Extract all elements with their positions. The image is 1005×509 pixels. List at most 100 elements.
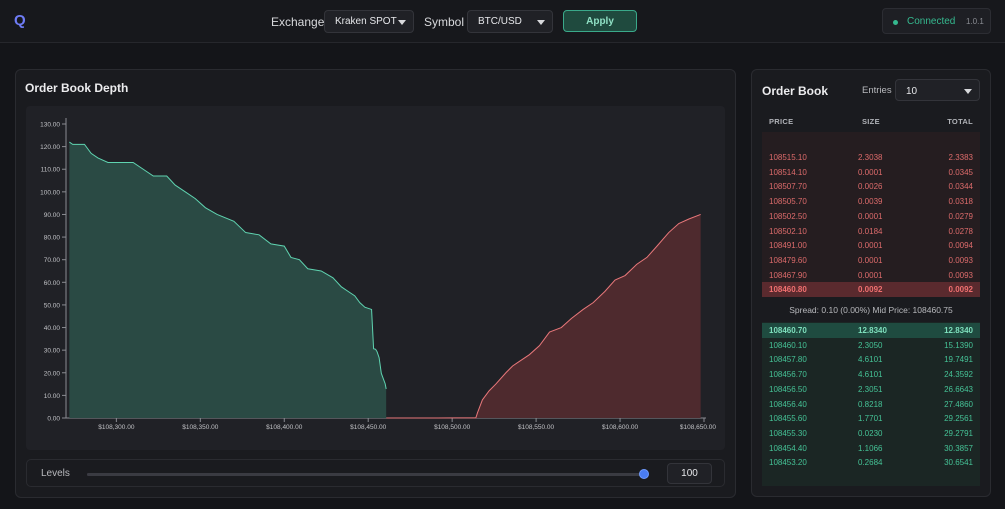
ask-row[interactable]: 108460.80 0.0092 0.0092 [762, 282, 980, 297]
levels-value-input[interactable]: 100 [667, 463, 712, 484]
depth-chart-svg: 0.00 10.00 20.00 30.00 40.00 50.00 60.00 70.00 8… [40, 118, 717, 431]
entries-select[interactable]: 10 [895, 79, 980, 101]
y-tick-label: 110.00 [41, 167, 61, 174]
ask-row[interactable]: 108479.60 0.0001 0.0093 [762, 253, 980, 268]
y-tick-label: 80.00 [44, 235, 61, 242]
ask-row[interactable]: 108502.50 0.0001 0.0279 [762, 209, 980, 224]
status-dot-icon [893, 20, 898, 25]
x-tick-label: $108,650.00 [680, 424, 717, 431]
top-bar: Q Exchange Kraken SPOT Symbol BTC/USD Ap… [0, 0, 1005, 43]
size-cell: 4.6101 [858, 370, 883, 380]
price-cell: 108460.70 [769, 326, 807, 335]
total-cell: 24.3592 [944, 370, 973, 380]
total-cell: 0.0093 [948, 270, 973, 280]
price-cell: 108502.50 [769, 211, 807, 221]
ask-row[interactable]: 108467.90 0.0001 0.0093 [762, 268, 980, 283]
bid-row[interactable]: 108456.70 4.6101 24.3592 [762, 367, 980, 382]
price-cell: 108456.50 [769, 384, 807, 394]
size-cell: 0.0026 [858, 182, 883, 192]
exchange-select[interactable]: Kraken SPOT [324, 10, 414, 33]
levels-slider[interactable] [87, 469, 650, 479]
total-cell: 19.7491 [944, 355, 973, 365]
asks-line [386, 213, 701, 419]
y-tick-label: 50.00 [44, 302, 61, 309]
price-cell: 108507.70 [769, 182, 807, 192]
price-cell: 108456.70 [769, 370, 807, 380]
price-cell: 108514.10 [769, 167, 807, 177]
total-cell: 0.0344 [948, 182, 973, 192]
entries-label: Entries [862, 85, 892, 96]
price-cell: 108455.60 [769, 414, 807, 424]
y-tick-label: 20.00 [44, 370, 61, 377]
depth-chart[interactable]: 0.00 10.00 20.00 30.00 40.00 50.00 60.00 70.00 8… [26, 106, 725, 450]
total-cell: 29.2561 [944, 414, 973, 424]
col-total-header: TOTAL [947, 117, 973, 126]
size-cell: 0.0092 [858, 285, 883, 295]
ask-row[interactable]: 108505.70 0.0039 0.0318 [762, 194, 980, 209]
x-tick-label: $108,450.00 [350, 424, 387, 431]
chevron-down-icon [537, 20, 545, 25]
levels-slider-thumb[interactable] [639, 469, 650, 479]
x-tick-label: $108,550.00 [518, 424, 555, 431]
symbol-select[interactable]: BTC/USD [467, 10, 553, 33]
ask-row[interactable]: 108502.10 0.0184 0.0278 [762, 224, 980, 239]
spread-text: Spread: 0.10 (0.00%) Mid Price: 108460.7… [789, 305, 953, 315]
total-cell: 0.0345 [948, 167, 973, 177]
size-cell: 0.0001 [858, 270, 883, 280]
size-cell: 2.3050 [858, 340, 883, 350]
col-price-header: PRICE [769, 117, 794, 126]
price-cell: 108479.60 [769, 255, 807, 265]
apply-button[interactable]: Apply [563, 10, 637, 32]
bid-row[interactable]: 108456.50 2.3051 26.6643 [762, 382, 980, 397]
app-logo[interactable]: Q [14, 12, 26, 29]
total-cell: 0.0094 [948, 241, 973, 251]
ask-row[interactable]: 108514.10 0.0001 0.0345 [762, 165, 980, 180]
y-tick-label: 40.00 [44, 325, 61, 332]
size-cell: 0.0230 [858, 428, 883, 438]
size-cell: 2.3038 [858, 153, 883, 162]
price-cell: 108491.00 [769, 241, 807, 251]
bid-row[interactable]: 108456.40 0.8218 27.4860 [762, 397, 980, 412]
bids-list: 108460.70 12.8340 12.8340 108460.10 2.3050 15… [762, 322, 980, 486]
ask-row[interactable]: 108491.00 0.0001 0.0094 [762, 238, 980, 253]
bid-row[interactable]: 108454.40 1.1066 30.3857 [762, 441, 980, 456]
symbol-label: Symbol [424, 15, 465, 29]
bid-row[interactable]: 108453.20 0.2684 30.6541 [762, 455, 980, 470]
price-cell: 108515.10 [769, 153, 807, 162]
price-cell: 108454.40 [769, 443, 807, 453]
y-tick-label: 100.00 [40, 189, 60, 196]
price-cell: 108467.90 [769, 270, 807, 280]
bids-area [69, 142, 387, 418]
bid-row[interactable]: 108460.10 2.3050 15.1390 [762, 338, 980, 353]
x-tick-label: $108,350.00 [182, 424, 219, 431]
y-tick-label: 90.00 [44, 212, 61, 219]
x-tick-label: $108,500.00 [434, 424, 471, 431]
total-cell: 0.0278 [948, 226, 973, 236]
x-tick-label: $108,300.00 [98, 424, 135, 431]
size-cell: 0.2684 [858, 458, 883, 468]
levels-control: Levels 100 [26, 459, 725, 487]
ask-row[interactable]: 108515.10 2.3038 2.3383 [762, 150, 980, 165]
bid-row[interactable]: 108455.60 1.7701 29.2561 [762, 411, 980, 426]
version-text: 1.0.1 [966, 17, 984, 26]
bid-row[interactable]: 108455.30 0.0230 29.2791 [762, 426, 980, 441]
total-cell: 0.0318 [948, 197, 973, 207]
bid-row[interactable]: 108457.80 4.6101 19.7491 [762, 352, 980, 367]
total-cell: 0.0279 [948, 211, 973, 221]
status-text: Connected [907, 16, 956, 27]
connection-status: Connected 1.0.1 [882, 8, 991, 34]
price-cell: 108502.10 [769, 226, 807, 236]
size-cell: 0.0001 [858, 211, 883, 221]
bid-row[interactable]: 108460.70 12.8340 12.8340 [762, 323, 980, 338]
size-cell: 0.0039 [858, 197, 883, 207]
ask-row[interactable]: 108507.70 0.0026 0.0344 [762, 179, 980, 194]
y-tick-label: 120.00 [40, 144, 60, 151]
total-cell: 15.1390 [944, 340, 973, 350]
chevron-down-icon [398, 20, 406, 25]
y-tick-label: 30.00 [44, 348, 61, 355]
size-cell: 2.3051 [858, 384, 883, 394]
exchange-label: Exchange [271, 15, 325, 29]
bids-line [69, 141, 387, 390]
levels-label: Levels [41, 468, 70, 479]
price-cell: 108455.30 [769, 428, 807, 438]
